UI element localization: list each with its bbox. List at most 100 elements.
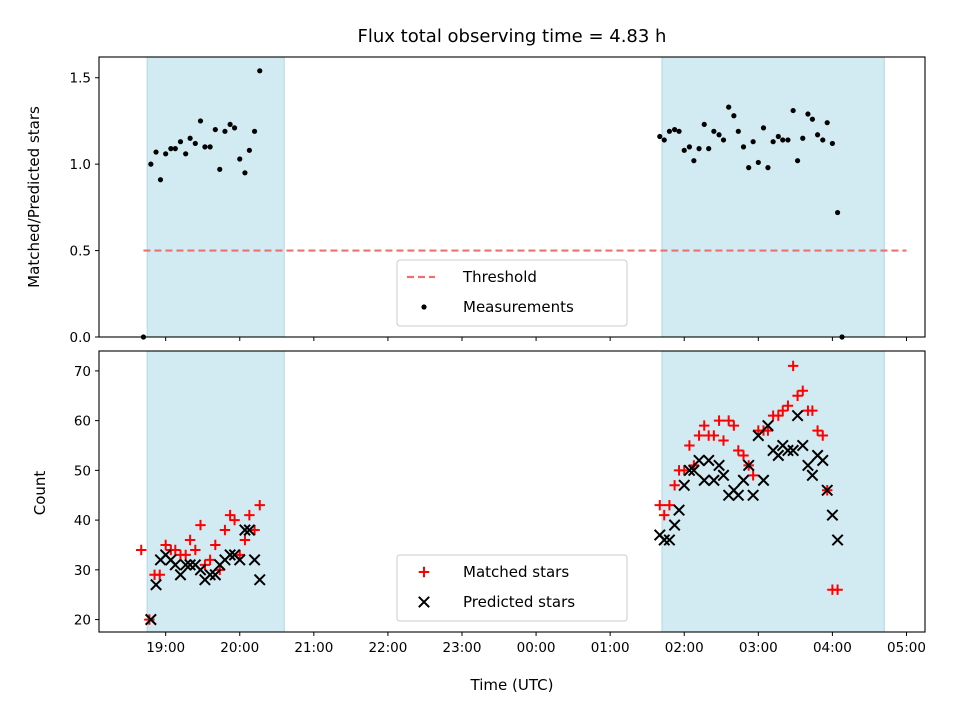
top-panel-ylabel: Matched/Predicted stars xyxy=(25,106,43,288)
ratio-ytick-label-1: 0.5 xyxy=(70,244,91,260)
ratio-series0-point-41 xyxy=(740,144,747,150)
ratio-observing-window-0 xyxy=(146,56,285,338)
count-series0-point-4 xyxy=(160,539,171,551)
ratio-series0-point-42 xyxy=(746,165,752,171)
x-tick-label-8: 03:00 xyxy=(739,640,778,656)
count-series1-point-28 xyxy=(678,479,691,492)
count-series1-point-20 xyxy=(243,524,256,536)
count-series0-point-51 xyxy=(787,360,799,372)
x-tick-label-3: 22:00 xyxy=(368,640,407,656)
count-series0-point-16 xyxy=(219,524,231,536)
count-series0-point-35 xyxy=(708,430,720,441)
count-ytick-label-3: 50 xyxy=(74,463,91,479)
ratio-series0-point-46 xyxy=(765,165,771,171)
count-series1-point-5 xyxy=(169,558,182,571)
ratio-series0-point-51 xyxy=(790,107,796,114)
ratio-series0-point-17 xyxy=(227,121,233,128)
ratio-series0-point-55 xyxy=(809,116,815,122)
ratio-legend-label-0: Threshold xyxy=(462,268,537,286)
count-series0-point-10 xyxy=(190,544,201,556)
count-ytick-label-2: 40 xyxy=(74,513,91,529)
ratio-series0-point-2 xyxy=(153,149,159,155)
ratio-series0-point-3 xyxy=(157,177,164,183)
count-series1-point-18 xyxy=(233,553,246,566)
ratio-series0-point-1 xyxy=(148,161,154,167)
count-series1-point-54 xyxy=(806,469,819,482)
count-series1-point-44 xyxy=(757,474,770,487)
ratio-legend: Threshold Measurements xyxy=(396,259,628,327)
count-series0-point-46 xyxy=(762,425,774,436)
count-series1-point-27 xyxy=(673,504,685,517)
ratio-series0-point-44 xyxy=(755,159,761,166)
ratio-series0-point-15 xyxy=(217,166,223,172)
count-series1-point-40 xyxy=(737,474,750,487)
ratio-series0-point-20 xyxy=(242,170,248,176)
count-series0-point-30 xyxy=(684,440,695,451)
count-series0-point-39 xyxy=(728,420,740,431)
count-series0-point-49 xyxy=(777,405,788,416)
count-series1-point-13 xyxy=(209,568,222,581)
ratio-series0-point-29 xyxy=(681,147,687,153)
ratio-frame xyxy=(98,56,926,338)
count-ytick-label-1: 30 xyxy=(74,563,91,579)
ratio-series0-point-37 xyxy=(720,137,727,143)
count-series0-point-43 xyxy=(747,470,759,481)
count-series0-point-33 xyxy=(699,420,710,431)
count-series1-point-45 xyxy=(762,419,774,432)
count-series1-point-31 xyxy=(693,454,705,467)
x-tick-label-0: 19:00 xyxy=(146,640,185,656)
x-tick-label-9: 04:00 xyxy=(813,640,852,656)
count-series1-point-49 xyxy=(782,444,794,457)
ratio-series0-point-19 xyxy=(237,156,243,162)
count-series1-point-24 xyxy=(658,534,671,546)
count-ytick-label-0: 20 xyxy=(74,613,91,629)
count-series0-point-24 xyxy=(654,499,665,511)
count-series0-point-6 xyxy=(170,544,181,556)
count-series1-point-34 xyxy=(707,474,720,487)
ratio-series0-point-58 xyxy=(824,120,830,126)
count-series0-point-40 xyxy=(733,445,744,456)
count-series1-point-29 xyxy=(683,464,696,477)
count-series1-point-50 xyxy=(787,444,800,457)
count-series1-point-16 xyxy=(224,549,237,561)
count-series0-point-50 xyxy=(782,400,794,411)
count-series0-point-21 xyxy=(244,509,255,521)
count-series1-point-43 xyxy=(752,429,765,442)
count-series1-point-39 xyxy=(732,489,745,502)
count-observing-window-0 xyxy=(146,350,285,633)
ratio-series0-point-30 xyxy=(686,144,693,150)
count-series1-point-21 xyxy=(248,553,261,566)
count-series0-point-36 xyxy=(713,415,725,426)
ratio-series0-point-54 xyxy=(805,111,811,117)
ratio-legend-label-1: Measurements xyxy=(463,298,574,316)
ratio-series0-point-23 xyxy=(257,68,263,74)
count-series1-point-52 xyxy=(796,439,809,452)
count-series1-point-42 xyxy=(747,489,760,502)
ratio-series0-point-47 xyxy=(770,139,776,145)
count-series0-point-56 xyxy=(812,425,823,436)
ratio-series0-point-39 xyxy=(731,113,737,119)
x-tick-label-4: 23:00 xyxy=(443,640,482,656)
ratio-series0-point-21 xyxy=(246,147,252,153)
count-series0-point-32 xyxy=(693,430,705,441)
count-series1-point-26 xyxy=(668,519,681,531)
count-series1-point-25 xyxy=(663,534,676,546)
ratio-series0-point-33 xyxy=(701,121,707,128)
x-tick-label-10: 05:00 xyxy=(887,640,926,656)
ratio-series0-point-40 xyxy=(735,128,741,134)
ratio-ytick-label-3: 1.5 xyxy=(70,71,91,87)
count-series0-point-18 xyxy=(229,514,240,526)
count-series1-point-32 xyxy=(698,474,711,487)
x-tick-label-6: 01:00 xyxy=(591,640,630,656)
count-series1-point-41 xyxy=(742,459,755,472)
ratio-series0-point-31 xyxy=(691,158,697,164)
count-series1-point-57 xyxy=(821,484,834,497)
ratio-series0-point-34 xyxy=(706,146,712,152)
ratio-series0-point-11 xyxy=(197,118,204,124)
ratio-series0-point-38 xyxy=(726,104,732,110)
ratio-legend-box xyxy=(396,259,628,327)
count-series1-point-35 xyxy=(713,459,725,472)
count-series0-point-14 xyxy=(210,539,221,551)
ratio-series0-point-14 xyxy=(212,126,218,133)
count-series0-point-13 xyxy=(204,554,216,566)
